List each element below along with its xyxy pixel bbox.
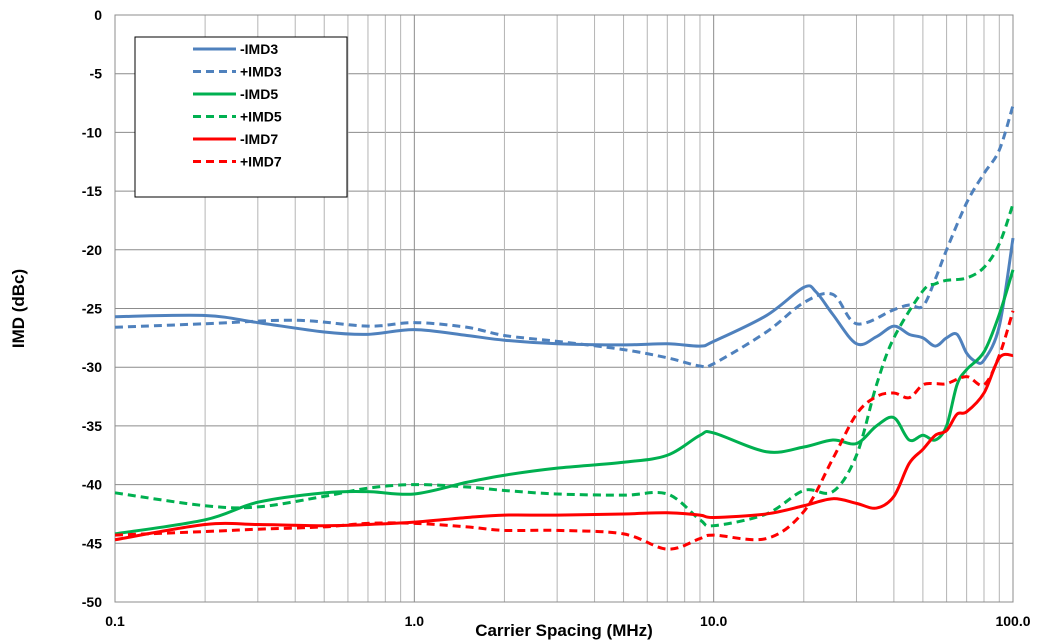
tick-labels: 0 -5 -10 -15 -20 -25 -30 -35 -40 -45 -500.1 1.0 10.0… [82, 7, 1031, 629]
series-line-plus-imd7 [114, 310, 1015, 551]
y-tick-label: -50 [82, 594, 102, 610]
legend-label: +IMD7 [240, 154, 282, 170]
y-tick-label: -45 [82, 535, 102, 551]
x-tick-label: 100.0 [995, 613, 1030, 629]
series-line-minus-imd3 [114, 237, 1015, 365]
y-tick-label: -35 [82, 418, 102, 434]
series-line-plus-imd5 [114, 203, 1015, 528]
y-tick-label: -5 [90, 66, 103, 82]
y-tick-label: -40 [82, 477, 102, 493]
y-tick-label: -15 [82, 183, 102, 199]
x-tick-label: 10.0 [700, 613, 727, 629]
y-tick-label: 0 [94, 7, 102, 23]
legend-box [134, 36, 348, 198]
legend-label: +IMD3 [240, 64, 282, 80]
y-tick-label: -25 [82, 301, 102, 317]
x-tick-label: 0.1 [105, 613, 125, 629]
series-line-minus-imd5 [114, 269, 1015, 536]
y-tick-label: -20 [82, 242, 102, 258]
legend-label: -IMD3 [240, 41, 278, 57]
y-tick-label: -10 [82, 124, 102, 140]
plot-area-frame [114, 14, 1014, 603]
series-line-plus-imd3 [114, 104, 1015, 369]
x-axis-title: Carrier Spacing (MHz) [475, 621, 653, 640]
legend: -IMD3 +IMD3 -IMD5 +IMD5 -IMD7 +IMD7 [134, 36, 348, 198]
y-tick-label: -30 [82, 359, 102, 375]
legend-label: -IMD7 [240, 131, 278, 147]
y-axis-title: IMD (dBc) [9, 269, 28, 348]
series-lines [114, 104, 1015, 551]
legend-label: +IMD5 [240, 109, 282, 125]
legend-label: -IMD5 [240, 86, 278, 102]
x-tick-label: 1.0 [405, 613, 425, 629]
